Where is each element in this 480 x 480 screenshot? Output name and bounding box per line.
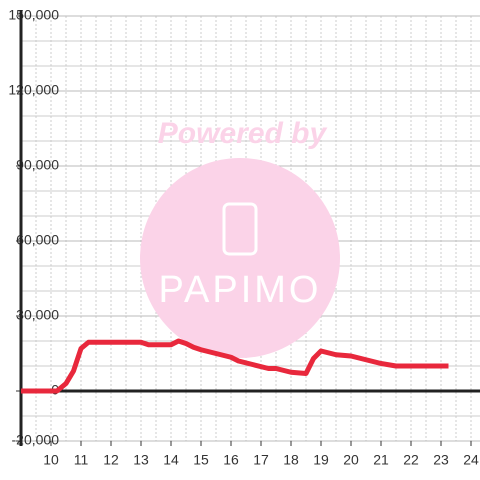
x-tick-label: 14 bbox=[163, 452, 179, 468]
y-tick-label: 120,000 bbox=[8, 82, 59, 98]
x-tick-label: 11 bbox=[74, 452, 89, 468]
watermark-icon bbox=[222, 202, 258, 256]
x-tick-label: 17 bbox=[253, 452, 269, 468]
x-tick-label: 22 bbox=[403, 452, 419, 468]
x-tick-label: 18 bbox=[283, 452, 299, 468]
y-tick-label: 150,000 bbox=[8, 7, 59, 23]
x-tick-label: 19 bbox=[313, 452, 329, 468]
x-tick-label: 24 bbox=[463, 452, 479, 468]
x-tick-label: 13 bbox=[133, 452, 149, 468]
watermark-text: Powered by bbox=[158, 117, 328, 150]
y-tick-label: 60,000 bbox=[16, 232, 59, 248]
x-tick-label: 16 bbox=[223, 452, 239, 468]
x-tick-label: 20 bbox=[343, 452, 359, 468]
x-tick-label: 15 bbox=[193, 452, 209, 468]
y-tick-label: 30,000 bbox=[16, 307, 59, 323]
watermark: Powered by PAPIMO bbox=[140, 117, 340, 358]
watermark-circle bbox=[140, 158, 340, 358]
data-line bbox=[21, 338, 449, 394]
x-tick-label: 10 bbox=[43, 452, 59, 468]
watermark-logo: PAPIMO bbox=[159, 269, 322, 311]
x-tick-label: 21 bbox=[373, 452, 389, 468]
x-tick-label: 12 bbox=[103, 452, 119, 468]
y-tick-label: 90,000 bbox=[16, 157, 59, 173]
x-tick-label: 23 bbox=[433, 452, 449, 468]
y-tick-label: -20,000 bbox=[12, 432, 60, 448]
